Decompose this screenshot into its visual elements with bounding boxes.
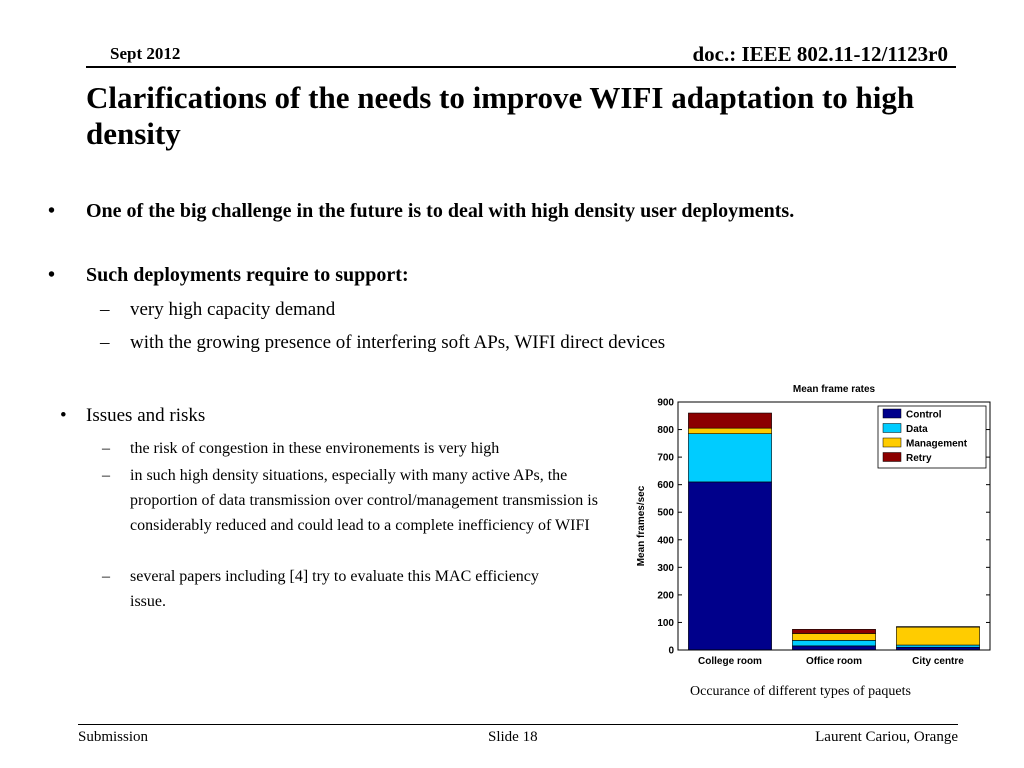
sub-bullet-text: very high capacity demand xyxy=(130,299,336,320)
legend-label-retry: Retry xyxy=(906,453,932,464)
sub-bullet-marker: – xyxy=(100,299,110,320)
issues-title: Issues and risks xyxy=(86,405,206,426)
y-tick-label: 900 xyxy=(657,398,674,409)
header-doc-id: doc.: IEEE 802.11-12/1123r0 xyxy=(692,42,948,66)
chart-title: Mean frame rates xyxy=(793,384,876,395)
bullet-text: One of the big challenge in the future i… xyxy=(86,200,795,222)
bar-management-office-room xyxy=(792,633,876,641)
footer-center: Slide 18 xyxy=(488,729,538,745)
sub-bullet-marker: – xyxy=(102,467,110,484)
legend-label-management: Management xyxy=(906,439,968,450)
legend-label-data: Data xyxy=(906,424,928,435)
bar-data-college-room xyxy=(688,433,772,483)
slide-title: Clarifications of the needs to improve W… xyxy=(86,80,915,151)
y-axis-label: Mean frames/sec xyxy=(636,485,647,566)
bullet-marker: • xyxy=(60,405,67,426)
issue-text: in such high density situations, especia… xyxy=(130,467,598,534)
legend-swatch-management xyxy=(882,437,902,448)
legend-swatch-control xyxy=(882,408,902,419)
y-tick-label: 0 xyxy=(668,646,674,657)
x-tick-label: College room xyxy=(698,656,762,667)
sub-bullet-marker: – xyxy=(100,332,110,353)
y-tick-label: 500 xyxy=(657,508,674,519)
issue-text: several papers including [4] try to eval… xyxy=(130,568,539,610)
bar-management-college-room xyxy=(688,427,772,434)
x-tick-label: City centre xyxy=(912,656,964,667)
footer-rule xyxy=(78,724,958,725)
bar-retry-office-room xyxy=(792,629,876,634)
bullet-text: Such deployments require to support: xyxy=(86,264,409,286)
legend-swatch-data xyxy=(882,423,902,433)
bar-data-city-centre xyxy=(896,644,980,648)
mean-frame-rates-chart: Mean frame rates Mean frames/sec College r… xyxy=(636,384,991,667)
footer-left: Submission xyxy=(78,729,149,745)
plot-frame xyxy=(677,401,991,651)
bullet-marker: • xyxy=(48,200,56,222)
sub-bullet-marker: – xyxy=(102,568,110,585)
bar-control-college-room xyxy=(688,481,772,651)
y-tick-label: 200 xyxy=(657,590,674,601)
y-tick-label: 700 xyxy=(657,453,674,464)
bullet-marker: • xyxy=(48,264,56,286)
chart-caption: Occurance of different types of paquets xyxy=(690,684,911,699)
x-tick-label: Office room xyxy=(806,656,862,667)
bar-retry-city-centre xyxy=(896,626,980,628)
sub-bullet-text: with the growing presence of interfering… xyxy=(130,332,666,353)
y-tick-label: 400 xyxy=(657,535,674,546)
bar-management-city-centre xyxy=(896,626,980,646)
header-rule xyxy=(86,66,956,68)
y-tick-label: 800 xyxy=(657,425,674,436)
bar-retry-college-room xyxy=(688,412,772,429)
bar-data-office-room xyxy=(792,640,876,647)
y-tick-label: 600 xyxy=(657,480,674,491)
sub-bullet-marker: – xyxy=(102,440,110,457)
y-tick-label: 100 xyxy=(657,618,674,629)
bar-control-office-room xyxy=(792,645,876,651)
footer-right: Laurent Cariou, Orange xyxy=(815,729,958,745)
y-tick-label: 300 xyxy=(657,563,674,574)
legend-label-control: Control xyxy=(906,410,942,421)
legend-swatch-retry xyxy=(882,452,902,462)
header-date: Sept 2012 xyxy=(110,44,181,63)
issue-text: the risk of congestion in these environe… xyxy=(130,440,500,457)
